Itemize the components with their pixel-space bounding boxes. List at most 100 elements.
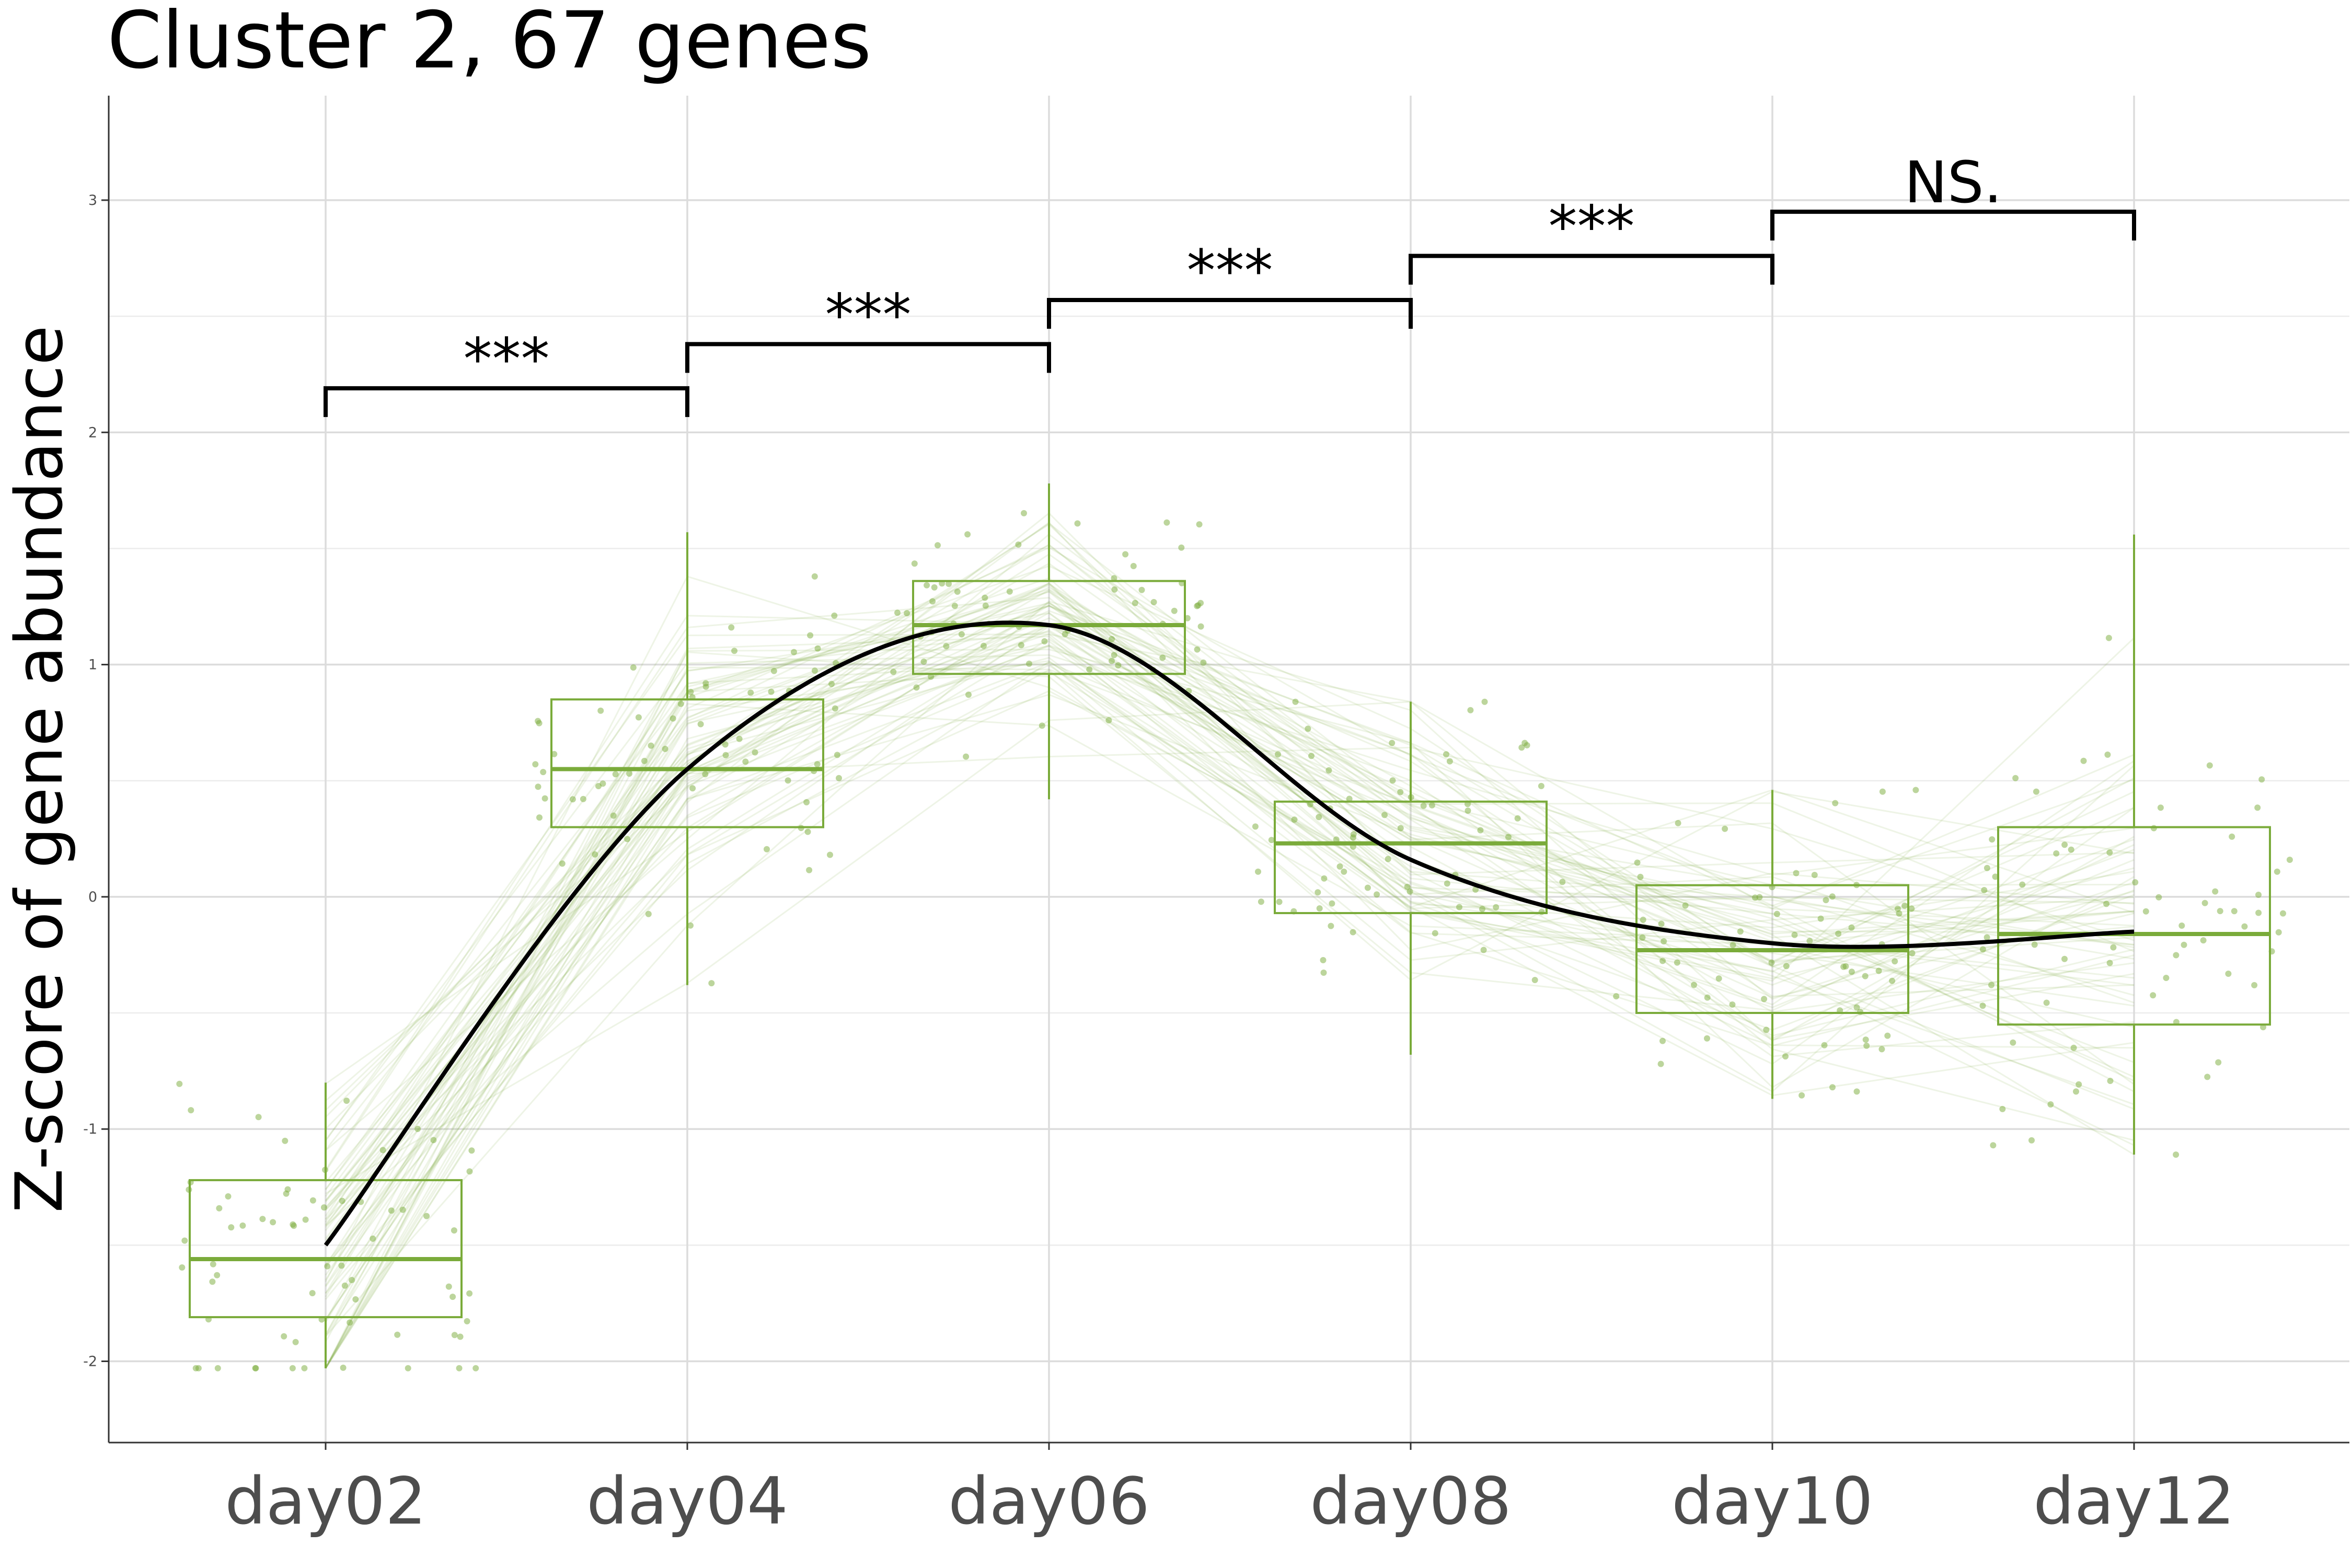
- gene-point: [1252, 823, 1259, 830]
- gene-line: [325, 523, 2135, 1369]
- gene-point: [1909, 950, 1916, 956]
- gene-line: [325, 746, 2135, 1368]
- gene-point: [1109, 658, 1115, 664]
- gene-point: [1062, 631, 1068, 638]
- gene-point: [1783, 963, 1790, 970]
- gene-point: [340, 1364, 347, 1371]
- y-tick-label: 3: [88, 192, 97, 209]
- gene-line: [325, 547, 2135, 1266]
- gene-point: [2157, 804, 2164, 811]
- gene-point: [807, 632, 814, 639]
- gene-point: [179, 1264, 186, 1271]
- gene-point: [1853, 1088, 1860, 1095]
- gene-point: [828, 681, 835, 687]
- gene-point: [1336, 863, 1343, 870]
- gene-point: [943, 643, 950, 650]
- gene-point: [343, 1098, 350, 1104]
- gene-point: [1793, 870, 1800, 877]
- gene-point: [2163, 975, 2170, 981]
- gene-point: [1406, 888, 1413, 895]
- gene-point: [1316, 814, 1322, 821]
- gene-point: [259, 1216, 266, 1223]
- gene-point: [2215, 1059, 2222, 1066]
- significance-bracket: [1047, 297, 1413, 329]
- gene-point: [456, 1365, 463, 1371]
- gene-line: [325, 666, 2135, 1343]
- gene-point: [1853, 1004, 1860, 1011]
- y-tick-label: -1: [83, 1121, 97, 1137]
- gene-point: [1465, 808, 1471, 814]
- gene-point: [1691, 982, 1697, 988]
- gene-point: [1320, 970, 1327, 976]
- gene-line: [325, 651, 2135, 1335]
- gene-point: [292, 1339, 299, 1345]
- gene-point: [1538, 782, 1544, 789]
- gene-point: [2255, 909, 2262, 916]
- y-tick-label: 0: [88, 889, 97, 905]
- gene-point: [612, 771, 619, 778]
- gene-point: [687, 688, 694, 695]
- gene-point: [831, 612, 838, 619]
- gene-point: [301, 1365, 308, 1371]
- gene-point: [2103, 901, 2109, 907]
- gene-point: [1823, 897, 1829, 904]
- gene-point: [1276, 898, 1283, 905]
- gene-line: [325, 597, 2135, 1172]
- significance-label: ***: [464, 326, 550, 393]
- gene-point: [423, 1213, 430, 1219]
- gene-point: [1908, 905, 1915, 912]
- gene-point: [931, 584, 938, 591]
- gene-point: [291, 1223, 297, 1229]
- gene-point: [1328, 923, 1334, 929]
- gene-point: [832, 705, 838, 712]
- gene-point: [1467, 707, 1474, 713]
- gene-point: [445, 1283, 452, 1290]
- gene-point: [1446, 758, 1453, 765]
- gene-point: [687, 922, 694, 929]
- gene-point: [791, 649, 797, 655]
- gene-point: [2251, 982, 2258, 988]
- gene-point: [597, 707, 604, 714]
- gene-line: [325, 582, 2135, 1369]
- gene-point: [1737, 928, 1744, 935]
- gene-point: [535, 783, 541, 790]
- gene-point: [399, 1206, 406, 1213]
- gene-point: [1178, 544, 1185, 551]
- y-axis-label: Z-score of gene abundance: [2, 326, 77, 1213]
- gene-point: [472, 1365, 479, 1371]
- gene-point: [2110, 944, 2117, 951]
- gene-point: [1989, 836, 1996, 843]
- box-day02: [189, 1179, 463, 1319]
- gene-point: [338, 1262, 345, 1269]
- gene-point: [309, 1197, 316, 1204]
- gene-point: [630, 664, 637, 671]
- gene-point: [580, 795, 586, 802]
- gene-point: [1640, 916, 1646, 923]
- gene-point: [341, 1282, 348, 1289]
- gene-point: [405, 1365, 411, 1371]
- gene-line: [325, 605, 2135, 1201]
- gene-point: [731, 648, 737, 654]
- gene-line: [325, 701, 2135, 1194]
- gene-point: [2047, 1101, 2054, 1108]
- gene-point: [929, 598, 936, 605]
- gene-point: [457, 1333, 464, 1340]
- gene-point: [414, 1125, 421, 1132]
- gene-point: [1704, 994, 1711, 1001]
- gene-point: [1659, 1037, 1666, 1044]
- gene-point: [228, 1224, 235, 1231]
- significance-brackets: *** *** *** *** NS.: [324, 149, 2136, 417]
- gene-point: [1111, 586, 1118, 593]
- gene-point: [626, 770, 632, 777]
- gene-point: [1493, 904, 1500, 910]
- gene-line: [325, 640, 2135, 1369]
- gene-point: [1773, 910, 1780, 917]
- gene-point: [1639, 934, 1646, 941]
- gene-point: [1443, 751, 1449, 758]
- gene-point: [188, 1107, 194, 1114]
- gene-point: [1613, 993, 1620, 1000]
- gene-point: [2132, 879, 2139, 886]
- gene-point: [1984, 934, 1990, 941]
- x-tick-label: day10: [1671, 1464, 1873, 1539]
- gene-point: [702, 683, 709, 690]
